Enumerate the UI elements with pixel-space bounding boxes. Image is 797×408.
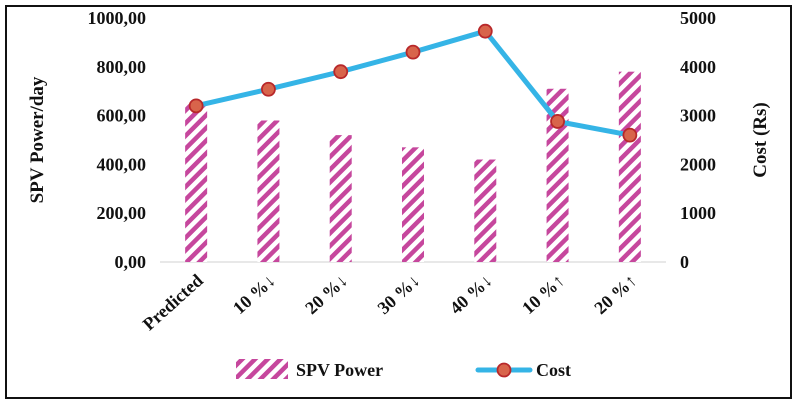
- cost-marker-3: [333, 64, 349, 80]
- x-axis-category-label: 20 %↓: [301, 270, 351, 318]
- cost-marker-4: [405, 44, 421, 60]
- right-axis-tick-label: 2000: [680, 154, 716, 174]
- bar-spv-power-2: [257, 120, 280, 262]
- legend-cost-label: Cost: [536, 360, 571, 380]
- legend-cost-marker: [496, 362, 512, 378]
- left-axis-tick-label: 1000,00: [88, 8, 147, 28]
- bar-spv-power-3: [329, 135, 352, 262]
- left-axis-tick-label: 600,00: [97, 106, 147, 126]
- right-axis-tick-label: 5000: [680, 8, 716, 28]
- left-axis-title: SPV Power/day: [27, 76, 48, 203]
- bar-spv-power-1: [185, 103, 208, 263]
- legend-spv-power-label: SPV Power: [296, 360, 383, 380]
- x-axis-category-label: 10 %↑: [518, 270, 568, 318]
- x-axis-category-label: 40 %↓: [446, 270, 496, 318]
- left-axis-tick-label: 800,00: [97, 57, 147, 77]
- right-axis-tick-label: 3000: [680, 106, 716, 126]
- cost-marker-5: [477, 23, 493, 39]
- x-axis-category-label: 20 %↑: [590, 270, 640, 318]
- outer-frame: [5, 5, 792, 399]
- right-axis-title: Cost (Rs): [750, 102, 771, 177]
- bar-spv-power-7: [618, 71, 641, 263]
- left-axis-tick-label: 200,00: [97, 203, 147, 223]
- right-axis-tick-label: 1000: [680, 203, 716, 223]
- cost-marker-6: [550, 114, 565, 129]
- x-axis-category-label: 10 %↓: [229, 270, 279, 318]
- cost-marker-7: [622, 127, 638, 143]
- bar-spv-power-4: [402, 147, 424, 262]
- legend-spv-power-swatch: [236, 359, 288, 379]
- left-axis-tick-label: 400,00: [97, 154, 147, 174]
- bar-spv-power-6: [546, 88, 569, 262]
- right-axis-tick-label: 4000: [680, 57, 716, 77]
- bar-spv-power-5: [474, 159, 497, 262]
- right-axis-tick-label: 0: [680, 252, 689, 272]
- left-axis-tick-label: 0,00: [115, 252, 147, 272]
- x-axis-category-label: 30 %↓: [374, 270, 424, 318]
- cost-marker-2: [261, 81, 276, 97]
- cost-marker-1: [188, 98, 204, 114]
- x-axis-category-label: Predicted: [139, 270, 207, 334]
